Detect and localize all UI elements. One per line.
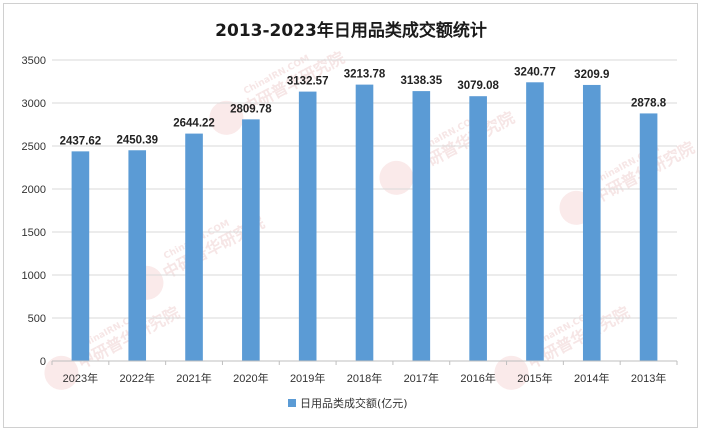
- legend-label: 日用品类成交额(亿元): [300, 396, 408, 410]
- bar-5: [355, 84, 374, 361]
- bar-8: [526, 82, 544, 362]
- watermark-logo-icon: [44, 355, 79, 390]
- data-label-3: 2809.78: [230, 103, 272, 115]
- y-tick-label: 500: [28, 313, 46, 325]
- y-tick-label: 1000: [22, 270, 46, 282]
- bar-7: [469, 96, 487, 361]
- x-tick-label-1: 2022年: [119, 371, 154, 385]
- bar-3: [242, 119, 260, 361]
- data-labels: 2437.62 2450.39 2644.22 2809.78 3132.57 3213.…: [60, 66, 667, 147]
- bar-4: [298, 91, 317, 362]
- y-tick-label: 3500: [22, 55, 46, 67]
- data-label-5: 3213.78: [344, 69, 386, 81]
- data-label-1: 2450.39: [116, 134, 158, 146]
- watermark-logo-icon: [379, 160, 414, 195]
- bar-10: [639, 113, 658, 361]
- bar-6: [412, 91, 431, 361]
- chart-frame: [3, 3, 698, 428]
- y-tick-label: 3000: [22, 98, 46, 110]
- bar-1: [128, 150, 147, 361]
- x-tick-label-10: 2013年: [631, 371, 666, 385]
- y-tick-label: 2000: [22, 184, 46, 196]
- watermark-logo-icon: [494, 355, 529, 390]
- x-tick-label-9: 2014年: [574, 371, 609, 385]
- y-axis: 0 500 1000 1500 2000 2500 3000 3500: [22, 55, 46, 368]
- y-tick-label: 2500: [22, 141, 46, 153]
- x-tick-label-7: 2016年: [460, 371, 495, 385]
- x-tick-label-8: 2015年: [517, 371, 552, 385]
- watermark-logo-icon: [209, 100, 244, 135]
- x-tick-label-5: 2018年: [347, 371, 382, 385]
- x-tick-label-3: 2020年: [233, 371, 268, 385]
- data-label-7: 3079.08: [457, 80, 499, 92]
- bar-2: [185, 133, 203, 361]
- bar-series: [71, 82, 658, 362]
- data-label-2: 2644.22: [173, 118, 215, 130]
- x-tick-label-6: 2017年: [404, 371, 439, 385]
- data-label-9: 3209.9: [574, 69, 609, 81]
- x-axis: 2023年 2022年 2021年 2020年 2019年 2018年 2017年 2016年…: [51, 360, 678, 385]
- data-label-0: 2437.62: [60, 135, 102, 147]
- data-label-8: 3240.77: [514, 66, 556, 78]
- data-label-6: 3138.35: [401, 75, 443, 87]
- bar-0: [71, 151, 90, 361]
- x-tick-label-4: 2019年: [290, 371, 325, 385]
- y-tick-label: 1500: [22, 227, 46, 239]
- bar-9: [582, 84, 601, 361]
- x-tick-label-2: 2021年: [176, 371, 211, 385]
- data-label-4: 3132.57: [287, 76, 329, 88]
- y-tick-label: 0: [40, 356, 46, 368]
- legend-swatch: [288, 399, 296, 407]
- data-label-10: 2878.8: [631, 97, 667, 109]
- chart-title: 2013-2023年日用品类成交额统计: [215, 20, 487, 41]
- x-tick-label-0: 2023年: [63, 371, 98, 385]
- legend: 日用品类成交额(亿元): [288, 396, 408, 410]
